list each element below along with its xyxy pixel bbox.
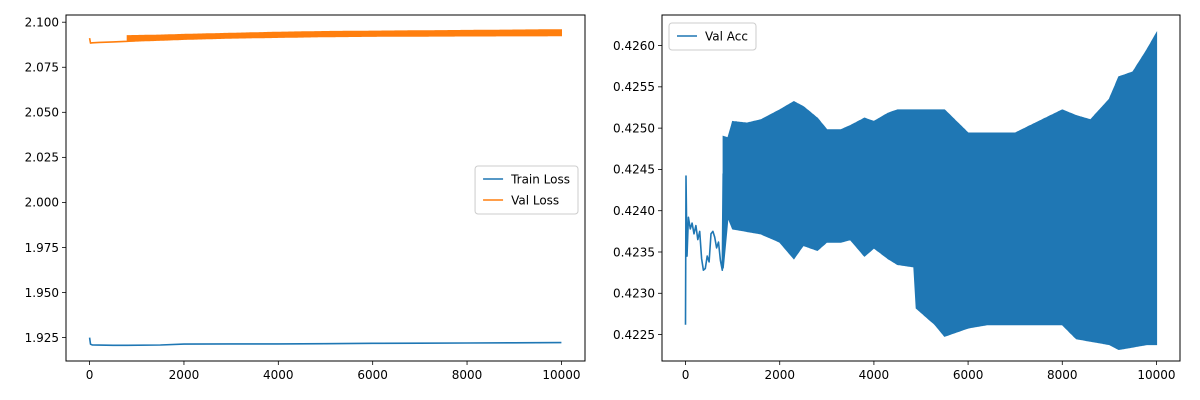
series-line-train-loss — [88, 337, 562, 347]
y-tick-label: 2.050 — [25, 106, 59, 120]
loss-y-axis: 1.925 1.950 1.975 2.000 2.025 2.050 2.075 2.100 — [25, 16, 66, 345]
accuracy-plot-area — [684, 31, 1158, 351]
series-line-val-acc — [684, 173, 724, 325]
accuracy-x-axis: 0 2000 4000 6000 8000 10000 — [682, 361, 1176, 382]
series-line-val-loss — [88, 31, 562, 44]
x-tick-label: 10000 — [542, 368, 580, 382]
y-tick-label: 1.975 — [25, 241, 59, 255]
legend-entry-val-acc: Val Acc — [677, 29, 748, 43]
x-tick-label: 10000 — [1137, 368, 1175, 382]
accuracy-legend: Val Acc — [668, 22, 757, 51]
y-tick-label: 0.4250 — [613, 121, 655, 135]
x-tick-label: 0 — [682, 368, 690, 382]
accuracy-chart: 0 2000 4000 6000 8000 10000 0.4225 0.4230 0.423… — [613, 14, 1181, 382]
loss-legend-box — [474, 165, 579, 215]
accuracy-legend-box — [668, 22, 757, 51]
y-tick-label: 1.925 — [25, 331, 59, 345]
legend-label-val-loss: Val Loss — [511, 193, 559, 207]
x-tick-label: 0 — [86, 368, 94, 382]
x-tick-label: 2000 — [764, 368, 795, 382]
x-tick-label: 8000 — [1047, 368, 1078, 382]
legend-entry-val-loss: Val Loss — [483, 193, 559, 207]
loss-plot-area — [88, 29, 562, 347]
accuracy-y-axis: 0.4225 0.4230 0.4235 0.4240 0.4245 0.4250 0.42… — [613, 39, 662, 342]
y-tick-label: 0.4245 — [613, 163, 655, 177]
y-tick-label: 0.4240 — [613, 204, 655, 218]
x-tick-label: 4000 — [859, 368, 890, 382]
loss-x-axis: 0 2000 4000 6000 8000 10000 — [86, 361, 581, 382]
legend-label-train-loss: Train Loss — [510, 172, 570, 186]
y-tick-label: 0.4255 — [613, 80, 655, 94]
x-tick-label: 4000 — [263, 368, 294, 382]
loss-axes-frame — [65, 14, 586, 362]
y-tick-label: 2.000 — [25, 196, 59, 210]
loss-chart: 0 2000 4000 6000 8000 10000 1.925 1.950 1.975 2.… — [25, 14, 586, 382]
x-tick-label: 6000 — [953, 368, 984, 382]
y-tick-label: 0.4225 — [613, 328, 655, 342]
y-tick-label: 0.4260 — [613, 39, 655, 53]
y-tick-label: 2.075 — [25, 61, 59, 75]
loss-legend: Train Loss Val Loss — [474, 165, 579, 215]
x-tick-label: 8000 — [452, 368, 483, 382]
y-tick-label: 0.4230 — [613, 287, 655, 301]
x-tick-label: 2000 — [169, 368, 200, 382]
y-tick-label: 0.4235 — [613, 245, 655, 259]
series-band-val-acc — [722, 31, 1158, 351]
x-tick-label: 6000 — [357, 368, 388, 382]
legend-label-val-acc: Val Acc — [705, 29, 748, 43]
accuracy-axes-frame — [661, 14, 1181, 362]
y-tick-label: 2.100 — [25, 16, 59, 30]
y-tick-label: 2.025 — [25, 151, 59, 165]
legend-entry-train-loss: Train Loss — [483, 172, 570, 186]
y-tick-label: 1.950 — [25, 286, 59, 300]
